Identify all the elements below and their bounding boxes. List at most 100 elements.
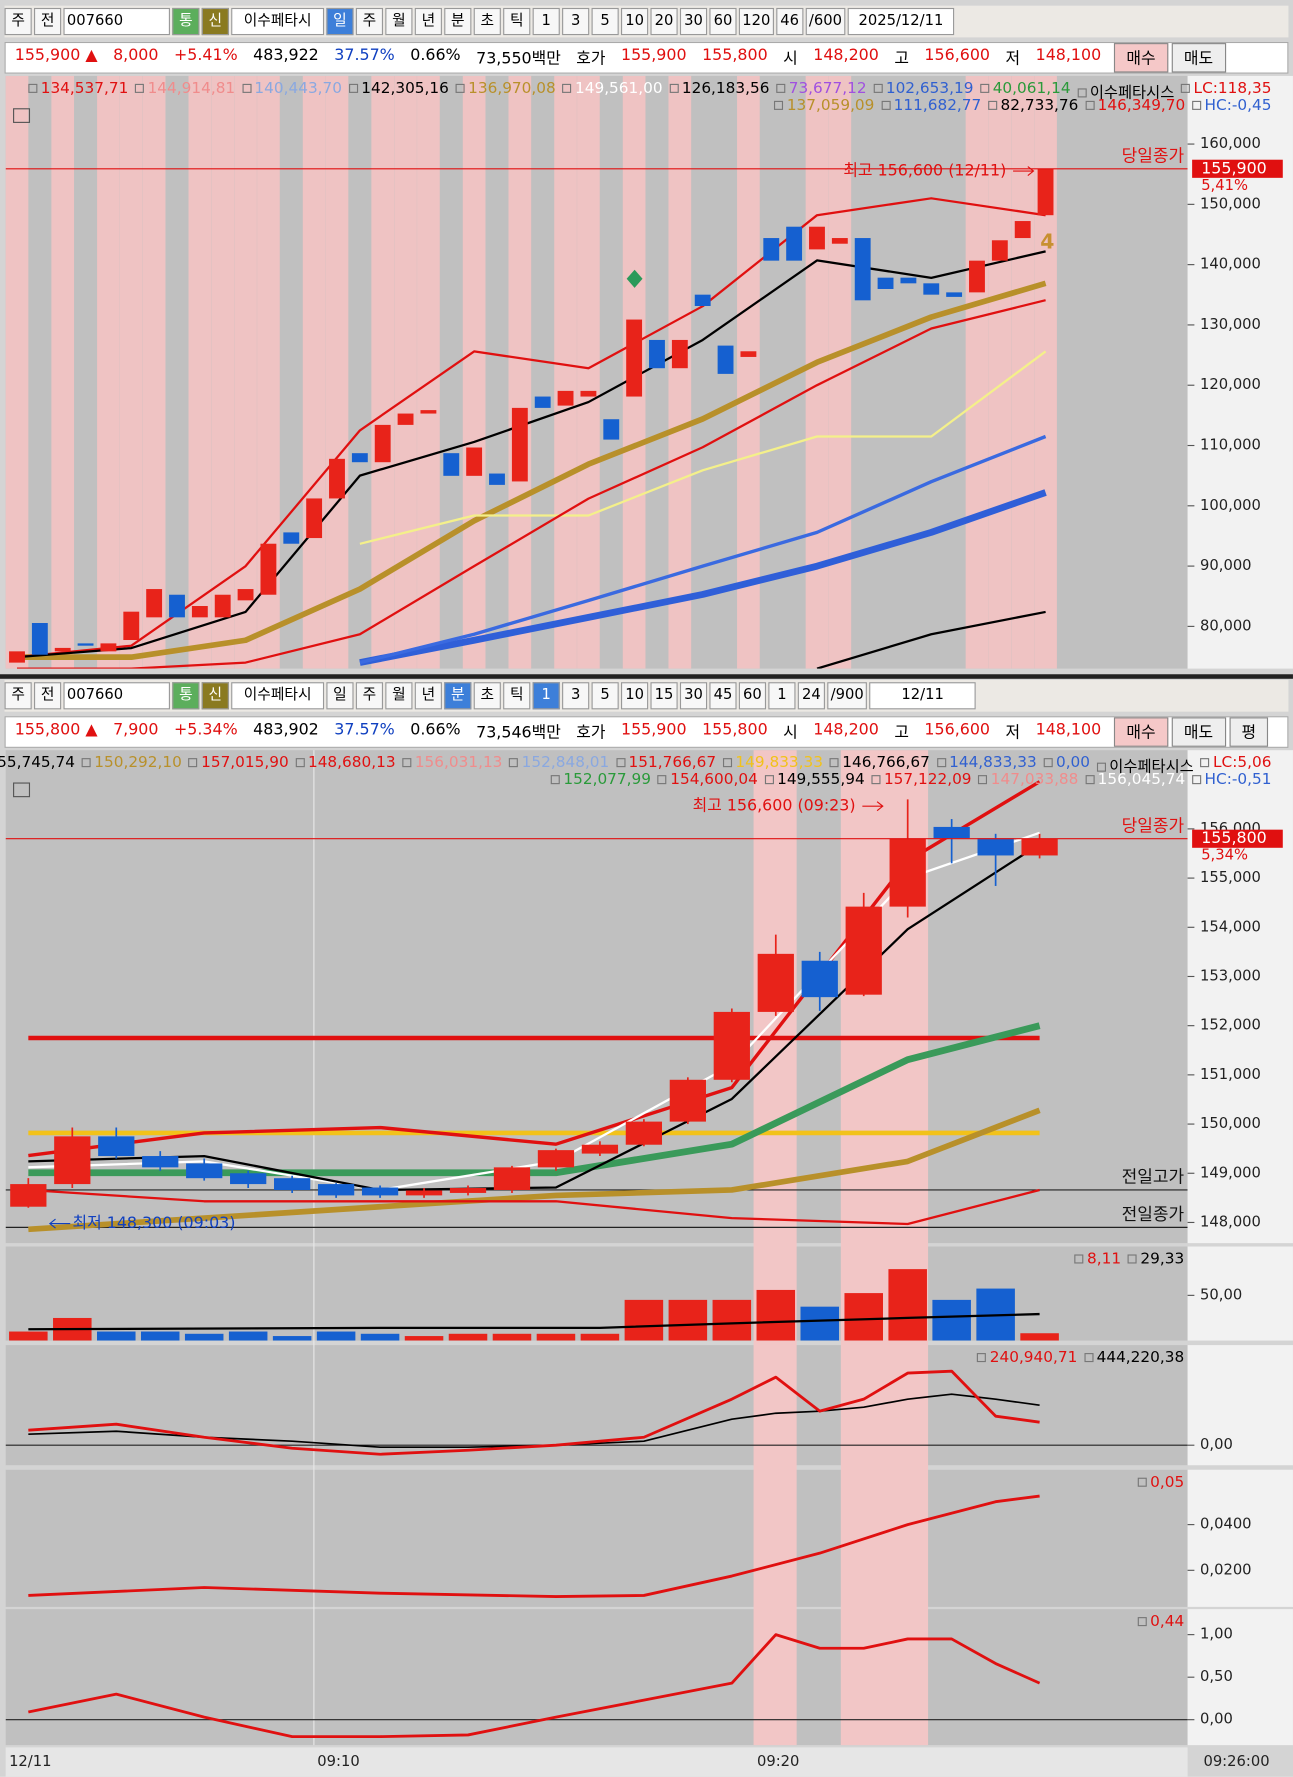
up-band xyxy=(668,75,692,669)
up-band xyxy=(5,75,29,669)
quote-field: 호가 xyxy=(576,49,606,68)
toolbar-button[interactable]: 통 xyxy=(172,7,200,36)
toolbar-button[interactable]: 007660 xyxy=(63,682,170,710)
toolbar-button[interactable]: 신 xyxy=(201,682,229,710)
legend-value: 154,600,04 xyxy=(658,771,758,789)
toolbar-button[interactable]: 15 xyxy=(650,682,678,710)
close-label: 당일종가 xyxy=(1122,816,1185,836)
legend-value: 149,561,00 xyxy=(563,79,663,102)
indicator-line xyxy=(28,1494,1040,1598)
toolbar-button[interactable]: 60 xyxy=(709,7,737,36)
toolbar-button[interactable]: 46 xyxy=(776,7,804,36)
indicator-line xyxy=(28,1369,1040,1456)
toolbar-button[interactable]: 1 xyxy=(532,7,560,36)
legend-row: 137,059,09 111,682,77 82,733,76 146,349,70 H… xyxy=(0,96,1272,114)
indicator-line xyxy=(28,1312,1040,1331)
quote-field: 148,200 xyxy=(813,46,879,65)
toolbar-button[interactable]: 24 xyxy=(797,682,825,710)
toolbar-button[interactable]: 45 xyxy=(709,682,737,710)
toolbar-button[interactable]: 이수페타시 xyxy=(231,682,325,710)
toolbar-button[interactable]: 년 xyxy=(414,7,442,36)
toolbar-button[interactable]: 20 xyxy=(650,7,678,36)
quote-field: 155,800 ▲ xyxy=(14,720,98,739)
toolbar-button[interactable]: 일 xyxy=(326,7,354,36)
toolbar-button[interactable]: 120 xyxy=(738,7,774,36)
time-label: 09:20 xyxy=(757,1753,799,1770)
axis-bg xyxy=(1187,1246,1293,1341)
indicator-line xyxy=(28,1188,1040,1226)
toolbar-button[interactable]: 007660 xyxy=(63,7,170,36)
toolbar-button[interactable]: 초 xyxy=(473,682,501,710)
candle-body xyxy=(169,594,185,618)
indicator-line xyxy=(28,1107,1041,1233)
toolbar-button[interactable]: 일 xyxy=(326,682,354,710)
toolbar-button[interactable]: 전 xyxy=(33,7,62,36)
order-button[interactable]: 매수 xyxy=(1113,43,1169,73)
up-band xyxy=(554,75,577,669)
candle-body xyxy=(603,419,620,440)
axis-bg xyxy=(1187,1609,1293,1746)
legend-value: 126,183,56 xyxy=(669,79,770,102)
legend-value: 240,940,71 xyxy=(977,1349,1078,1367)
toolbar-button[interactable]: 주 xyxy=(4,682,32,710)
candle-body xyxy=(317,1184,355,1196)
toolbar-button[interactable]: 30 xyxy=(679,7,708,36)
quote-field: 시 xyxy=(783,49,798,68)
toolbar-button[interactable]: 월 xyxy=(385,682,413,710)
order-button[interactable]: 매도 xyxy=(1171,43,1226,73)
candle-body xyxy=(361,1187,399,1196)
toolbar-button[interactable]: 틱 xyxy=(503,7,531,36)
toolbar-button[interactable]: 1 xyxy=(768,682,796,710)
toolbar-button[interactable]: 5 xyxy=(591,682,619,710)
toolbar-button[interactable]: 1 xyxy=(532,682,560,710)
up-band xyxy=(257,75,280,669)
toolbar-button[interactable]: 10 xyxy=(620,7,649,36)
legend-value: 102,653,19 xyxy=(873,79,974,102)
toolbar-button[interactable]: /900 xyxy=(827,682,868,710)
toolbar-button[interactable]: 12/11 xyxy=(869,682,976,710)
low-label: 최저 148,300 (09:03) xyxy=(73,1213,236,1232)
price-label: 155,900 xyxy=(1201,158,1267,177)
candle-body xyxy=(274,1178,311,1190)
toolbar-button[interactable]: 통 xyxy=(172,682,200,710)
toolbar-button[interactable]: 3 xyxy=(562,682,590,710)
toolbar-button[interactable]: 신 xyxy=(201,7,229,36)
toolbar-button[interactable]: 전 xyxy=(33,682,62,710)
candle-body xyxy=(374,424,391,463)
toolbar-button[interactable]: 분 xyxy=(444,682,472,710)
volume-bar xyxy=(756,1289,796,1341)
order-button[interactable]: 평 xyxy=(1228,717,1269,747)
toolbar-button[interactable]: 초 xyxy=(473,7,501,36)
volume-bar xyxy=(712,1299,752,1341)
order-button[interactable]: 매도 xyxy=(1171,717,1226,747)
toolbar-button[interactable]: 주 xyxy=(355,7,384,36)
volume-bar xyxy=(888,1269,927,1341)
up-band xyxy=(805,75,829,669)
toolbar-button[interactable]: 이수페타시 xyxy=(231,7,325,36)
toolbar-button[interactable]: 틱 xyxy=(503,682,531,710)
candle-body xyxy=(694,294,711,306)
quote-field: 148,100 xyxy=(1035,720,1102,739)
y-tick-label: 90,000 xyxy=(1200,557,1252,574)
toolbar-button[interactable]: 주 xyxy=(355,682,384,710)
legend-value: 29,33 xyxy=(1128,1250,1184,1268)
toolbar-button[interactable]: /600 xyxy=(805,7,846,36)
toolbar-button[interactable]: 분 xyxy=(444,7,472,36)
toolbar-button[interactable]: 년 xyxy=(414,682,442,710)
toolbar-button[interactable]: 5 xyxy=(591,7,619,36)
candle-body xyxy=(351,453,368,463)
candle-body xyxy=(449,1188,487,1193)
toolbar-button[interactable]: 30 xyxy=(679,682,708,710)
order-button[interactable]: 매수 xyxy=(1113,717,1169,747)
toolbar-button[interactable]: 주 xyxy=(4,7,32,36)
quote-field: 155,900 ▲ xyxy=(14,46,98,65)
toolbar-button[interactable]: 10 xyxy=(620,682,649,710)
toolbar-button[interactable]: 2025/12/11 xyxy=(847,7,955,36)
toolbar-button[interactable]: 60 xyxy=(738,682,767,710)
y-tick-label: 152,000 xyxy=(1200,1017,1261,1034)
candle-body xyxy=(763,238,780,261)
candle-body xyxy=(669,1079,706,1122)
arrow xyxy=(48,1218,71,1229)
toolbar-button[interactable]: 3 xyxy=(562,7,590,36)
toolbar-button[interactable]: 월 xyxy=(385,7,413,36)
